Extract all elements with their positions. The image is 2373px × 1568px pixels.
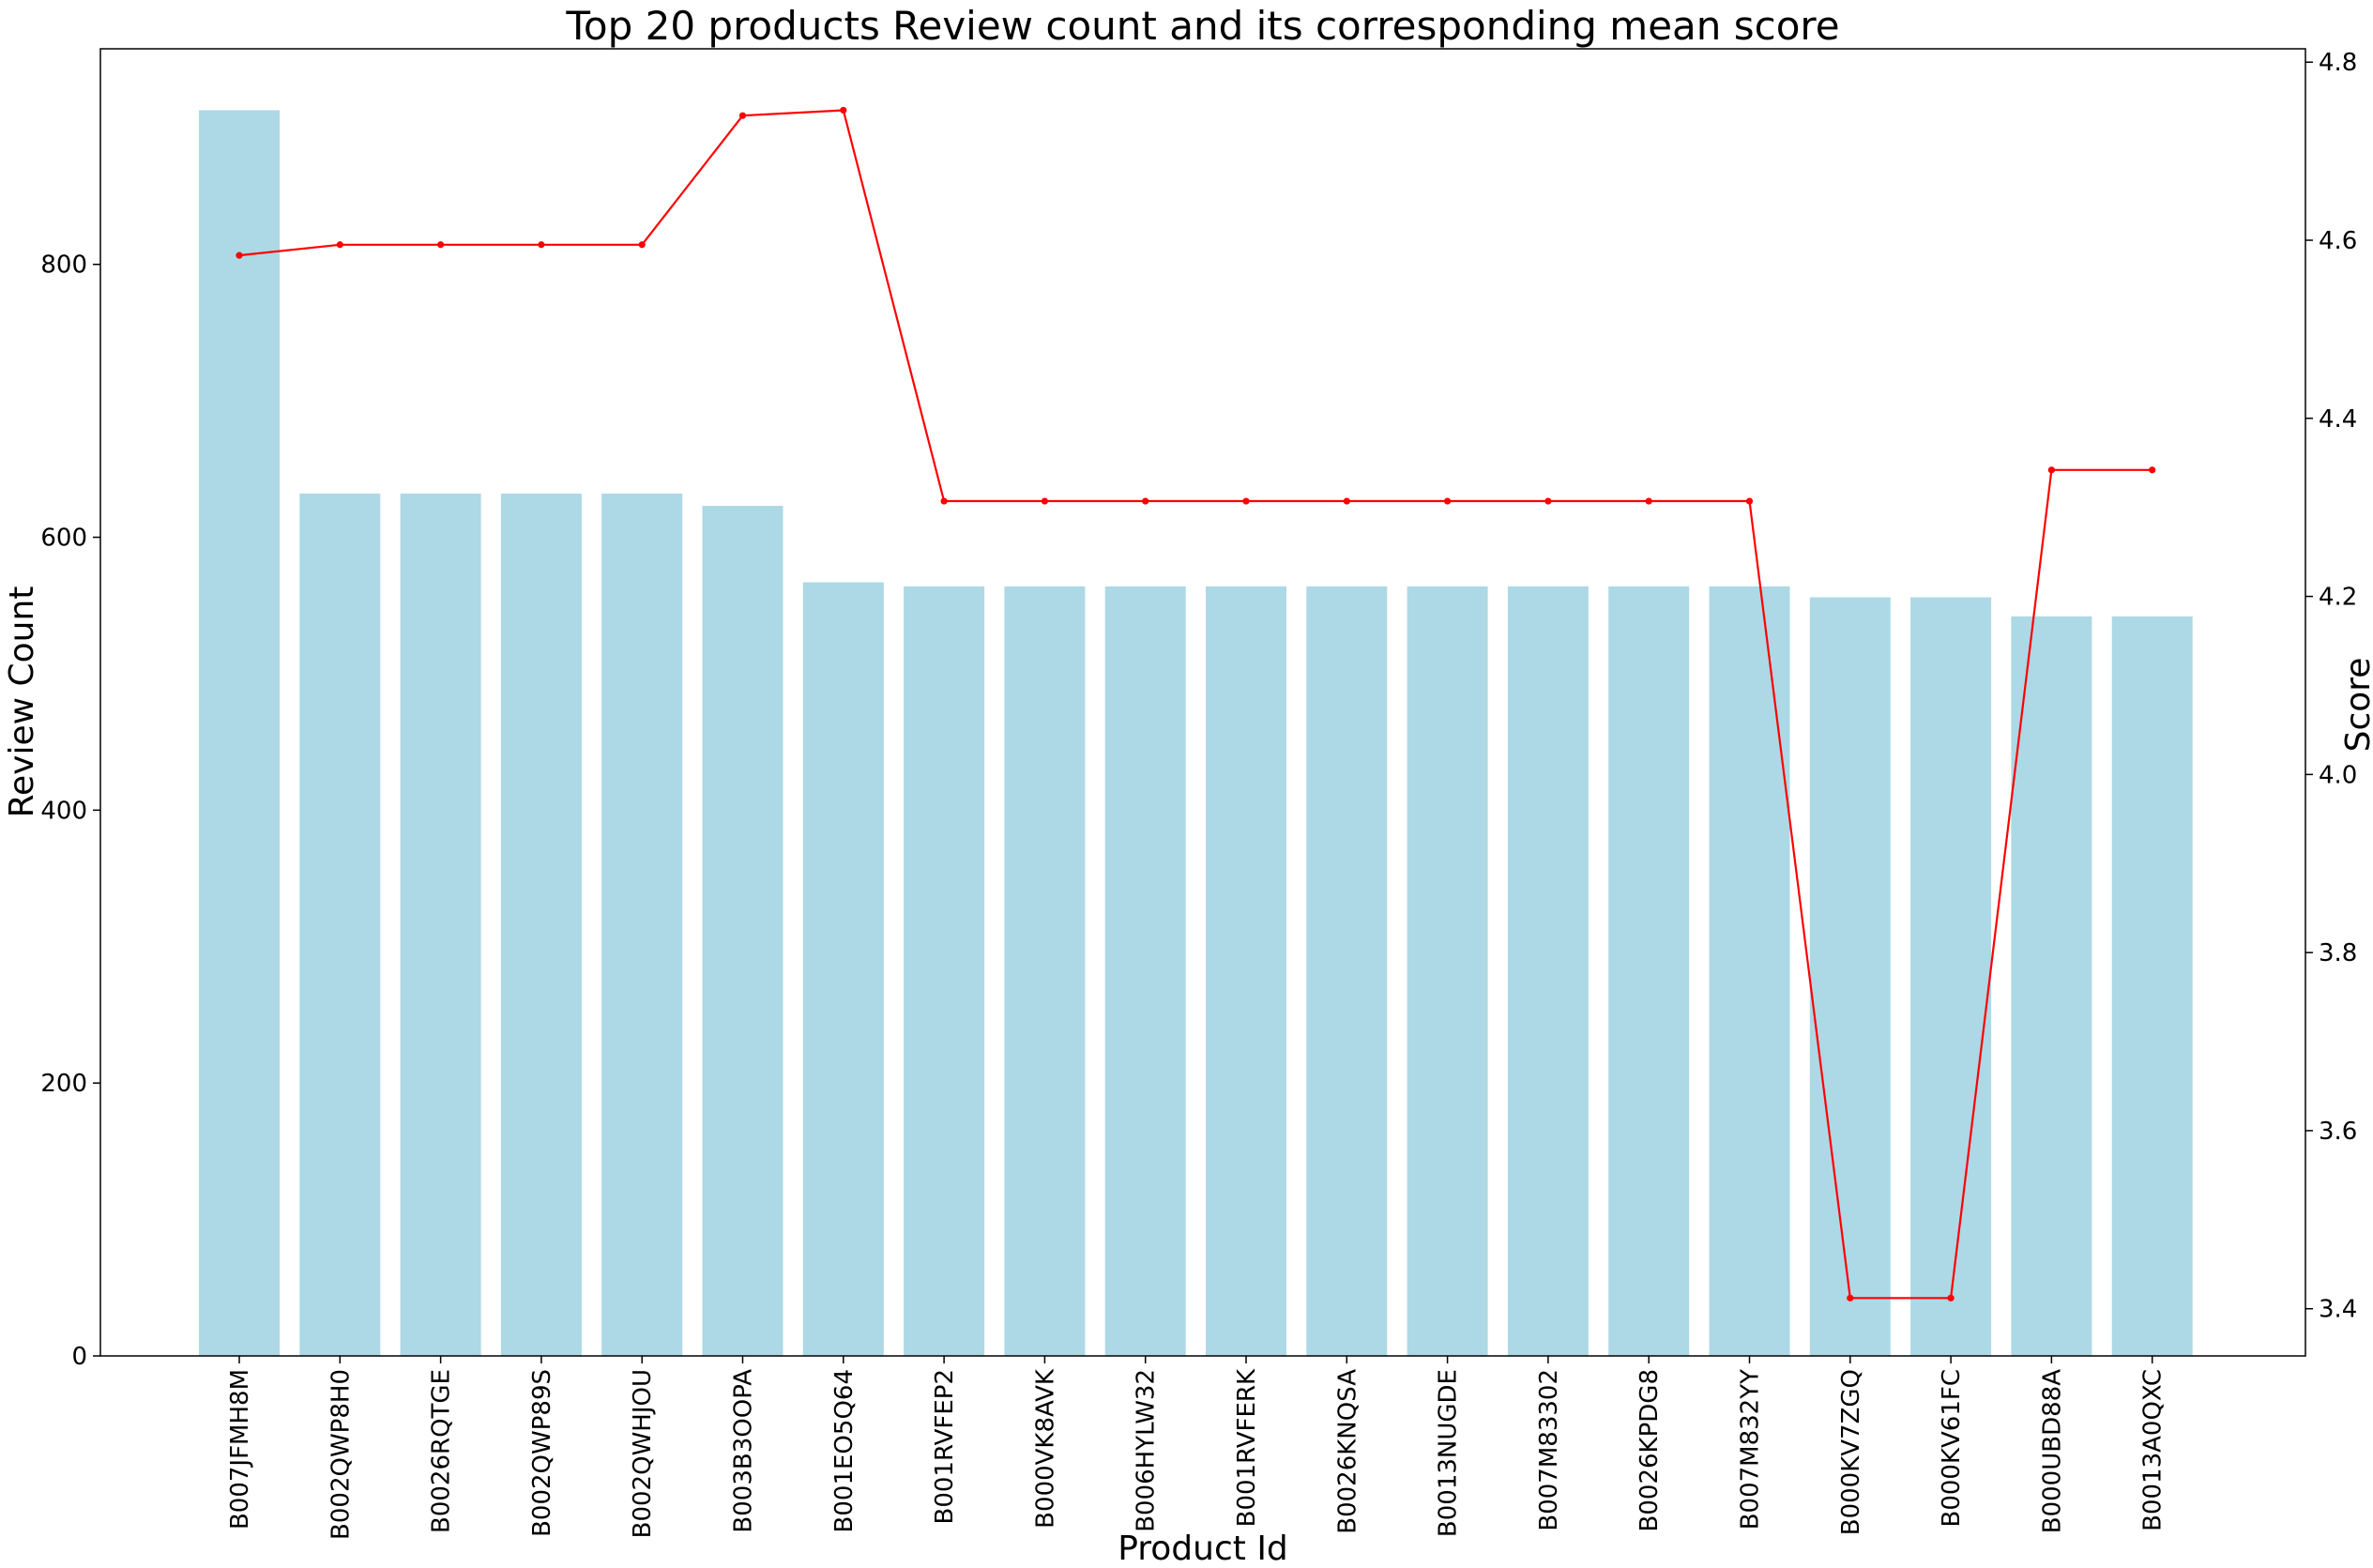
bar-16 (1809, 597, 1891, 1356)
bar-10 (1206, 586, 1286, 1356)
bar-8 (1004, 586, 1086, 1356)
x-tick-label-17: B000KV61FC (1938, 1369, 1966, 1528)
score-point-19 (2149, 466, 2156, 474)
x-tick-label-18: B000UBD88A (2038, 1369, 2066, 1533)
score-point-4 (638, 241, 646, 249)
score-point-9 (1142, 497, 1149, 505)
bar-7 (904, 586, 985, 1356)
x-tick-label-4: B002QWHJOU (629, 1369, 657, 1538)
y2-tick-label-6: 4.6 (2319, 227, 2357, 255)
score-point-8 (1041, 497, 1048, 505)
x-tick-label-5: B003B3OOPA (730, 1369, 758, 1533)
bar-5 (702, 506, 783, 1356)
score-point-15 (1745, 497, 1754, 505)
y-tick-label-3: 600 (40, 525, 87, 553)
score-point-3 (538, 241, 545, 249)
score-point-10 (1242, 497, 1250, 505)
x-tick-label-15: B007M832YY (1737, 1369, 1765, 1530)
bar-1 (299, 494, 381, 1356)
bar-18 (2011, 616, 2092, 1356)
bar-4 (601, 494, 683, 1356)
y2-tick-label-5: 4.4 (2319, 405, 2357, 434)
y-tick-label-0: 0 (71, 1343, 87, 1371)
score-point-18 (2047, 466, 2055, 474)
x-tick-label-10: B001RVFERK (1233, 1368, 1261, 1527)
x-axis-ticks: B007JFMH8M B002QWP8H0 B0026RQTGE B002QWP89S… (226, 1356, 2168, 1540)
bar-0 (199, 110, 280, 1356)
score-point-12 (1444, 497, 1452, 505)
bar-17 (1910, 597, 1992, 1356)
score-line-layer (236, 106, 2156, 1302)
score-point-5 (738, 112, 747, 119)
y-axis-ticks: 0 200 400 600 800 (40, 251, 100, 1371)
x-tick-label-14: B0026KPDG8 (1635, 1369, 1664, 1531)
score-point-14 (1645, 497, 1652, 505)
y2-tick-label-2: 3.8 (2319, 939, 2357, 967)
bar-3 (500, 494, 582, 1356)
x-tick-label-2: B0026RQTGE (428, 1369, 456, 1533)
score-point-7 (940, 497, 948, 505)
y2-tick-label-4: 4.2 (2319, 584, 2357, 612)
bar-2 (400, 494, 481, 1356)
bar-14 (1608, 586, 1690, 1356)
score-point-2 (437, 241, 445, 249)
score-point-1 (336, 241, 343, 249)
x-tick-label-8: B000VK8AVK (1031, 1368, 1059, 1529)
chart-title: Top 20 products Review count and its cor… (565, 3, 1839, 49)
y2-tick-label-0: 3.4 (2319, 1296, 2357, 1324)
y-axis-label: Review Count (3, 586, 41, 818)
x-tick-label-0: B007JFMH8M (226, 1369, 254, 1530)
x-axis-label: Product Id (1118, 1530, 1288, 1568)
bar-19 (2111, 616, 2193, 1356)
bar-11 (1306, 586, 1388, 1356)
score-point-13 (1544, 497, 1552, 505)
x-tick-label-12: B0013NUGDE (1435, 1369, 1463, 1537)
x-tick-label-3: B002QWP89S (528, 1369, 556, 1537)
bar-9 (1104, 586, 1186, 1356)
plot-frame (99, 48, 2306, 1357)
y-tick-label-4: 800 (40, 251, 87, 280)
x-tick-label-9: B006HYLW32 (1133, 1369, 1161, 1532)
score-point-16 (1847, 1294, 1854, 1302)
x-tick-label-16: B000KV7ZGQ (1837, 1369, 1865, 1535)
x-tick-label-6: B001EO5Q64 (830, 1369, 859, 1532)
y2-tick-label-7: 4.8 (2319, 49, 2357, 77)
y2-tick-label-3: 4.0 (2319, 761, 2357, 789)
y2-tick-label-1: 3.6 (2319, 1118, 2357, 1146)
score-point-0 (236, 251, 243, 259)
x-tick-label-7: B001RVFEP2 (931, 1369, 959, 1525)
score-line (238, 109, 2152, 1300)
y2-axis-ticks: 3.4 3.6 3.8 4.0 4.2 4.4 4.6 4.8 (2305, 49, 2357, 1324)
x-tick-label-11: B0026KNQSA (1333, 1369, 1361, 1534)
x-tick-label-13: B007M83302 (1535, 1369, 1563, 1531)
y-tick-label-2: 400 (40, 797, 87, 825)
bars-layer (199, 110, 2193, 1356)
x-tick-label-19: B0013A0QXC (2139, 1369, 2168, 1531)
x-tick-label-1: B002QWP8H0 (327, 1369, 355, 1540)
score-point-11 (1343, 497, 1350, 505)
score-point-17 (1947, 1294, 1955, 1302)
bar-15 (1709, 586, 1790, 1356)
bar-6 (802, 582, 884, 1356)
bar-12 (1407, 586, 1488, 1356)
y2-axis-label: Score (2339, 658, 2373, 753)
y-tick-label-1: 200 (40, 1070, 87, 1098)
score-point-6 (840, 106, 847, 114)
bar-13 (1507, 586, 1589, 1356)
